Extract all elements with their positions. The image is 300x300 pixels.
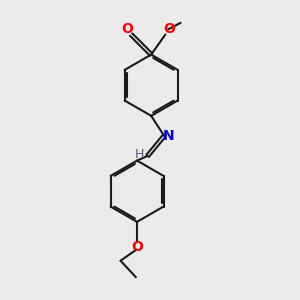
Text: H: H [135, 148, 144, 161]
Text: O: O [121, 22, 133, 36]
Text: N: N [163, 129, 174, 143]
Text: O: O [164, 22, 175, 36]
Text: O: O [131, 240, 143, 254]
